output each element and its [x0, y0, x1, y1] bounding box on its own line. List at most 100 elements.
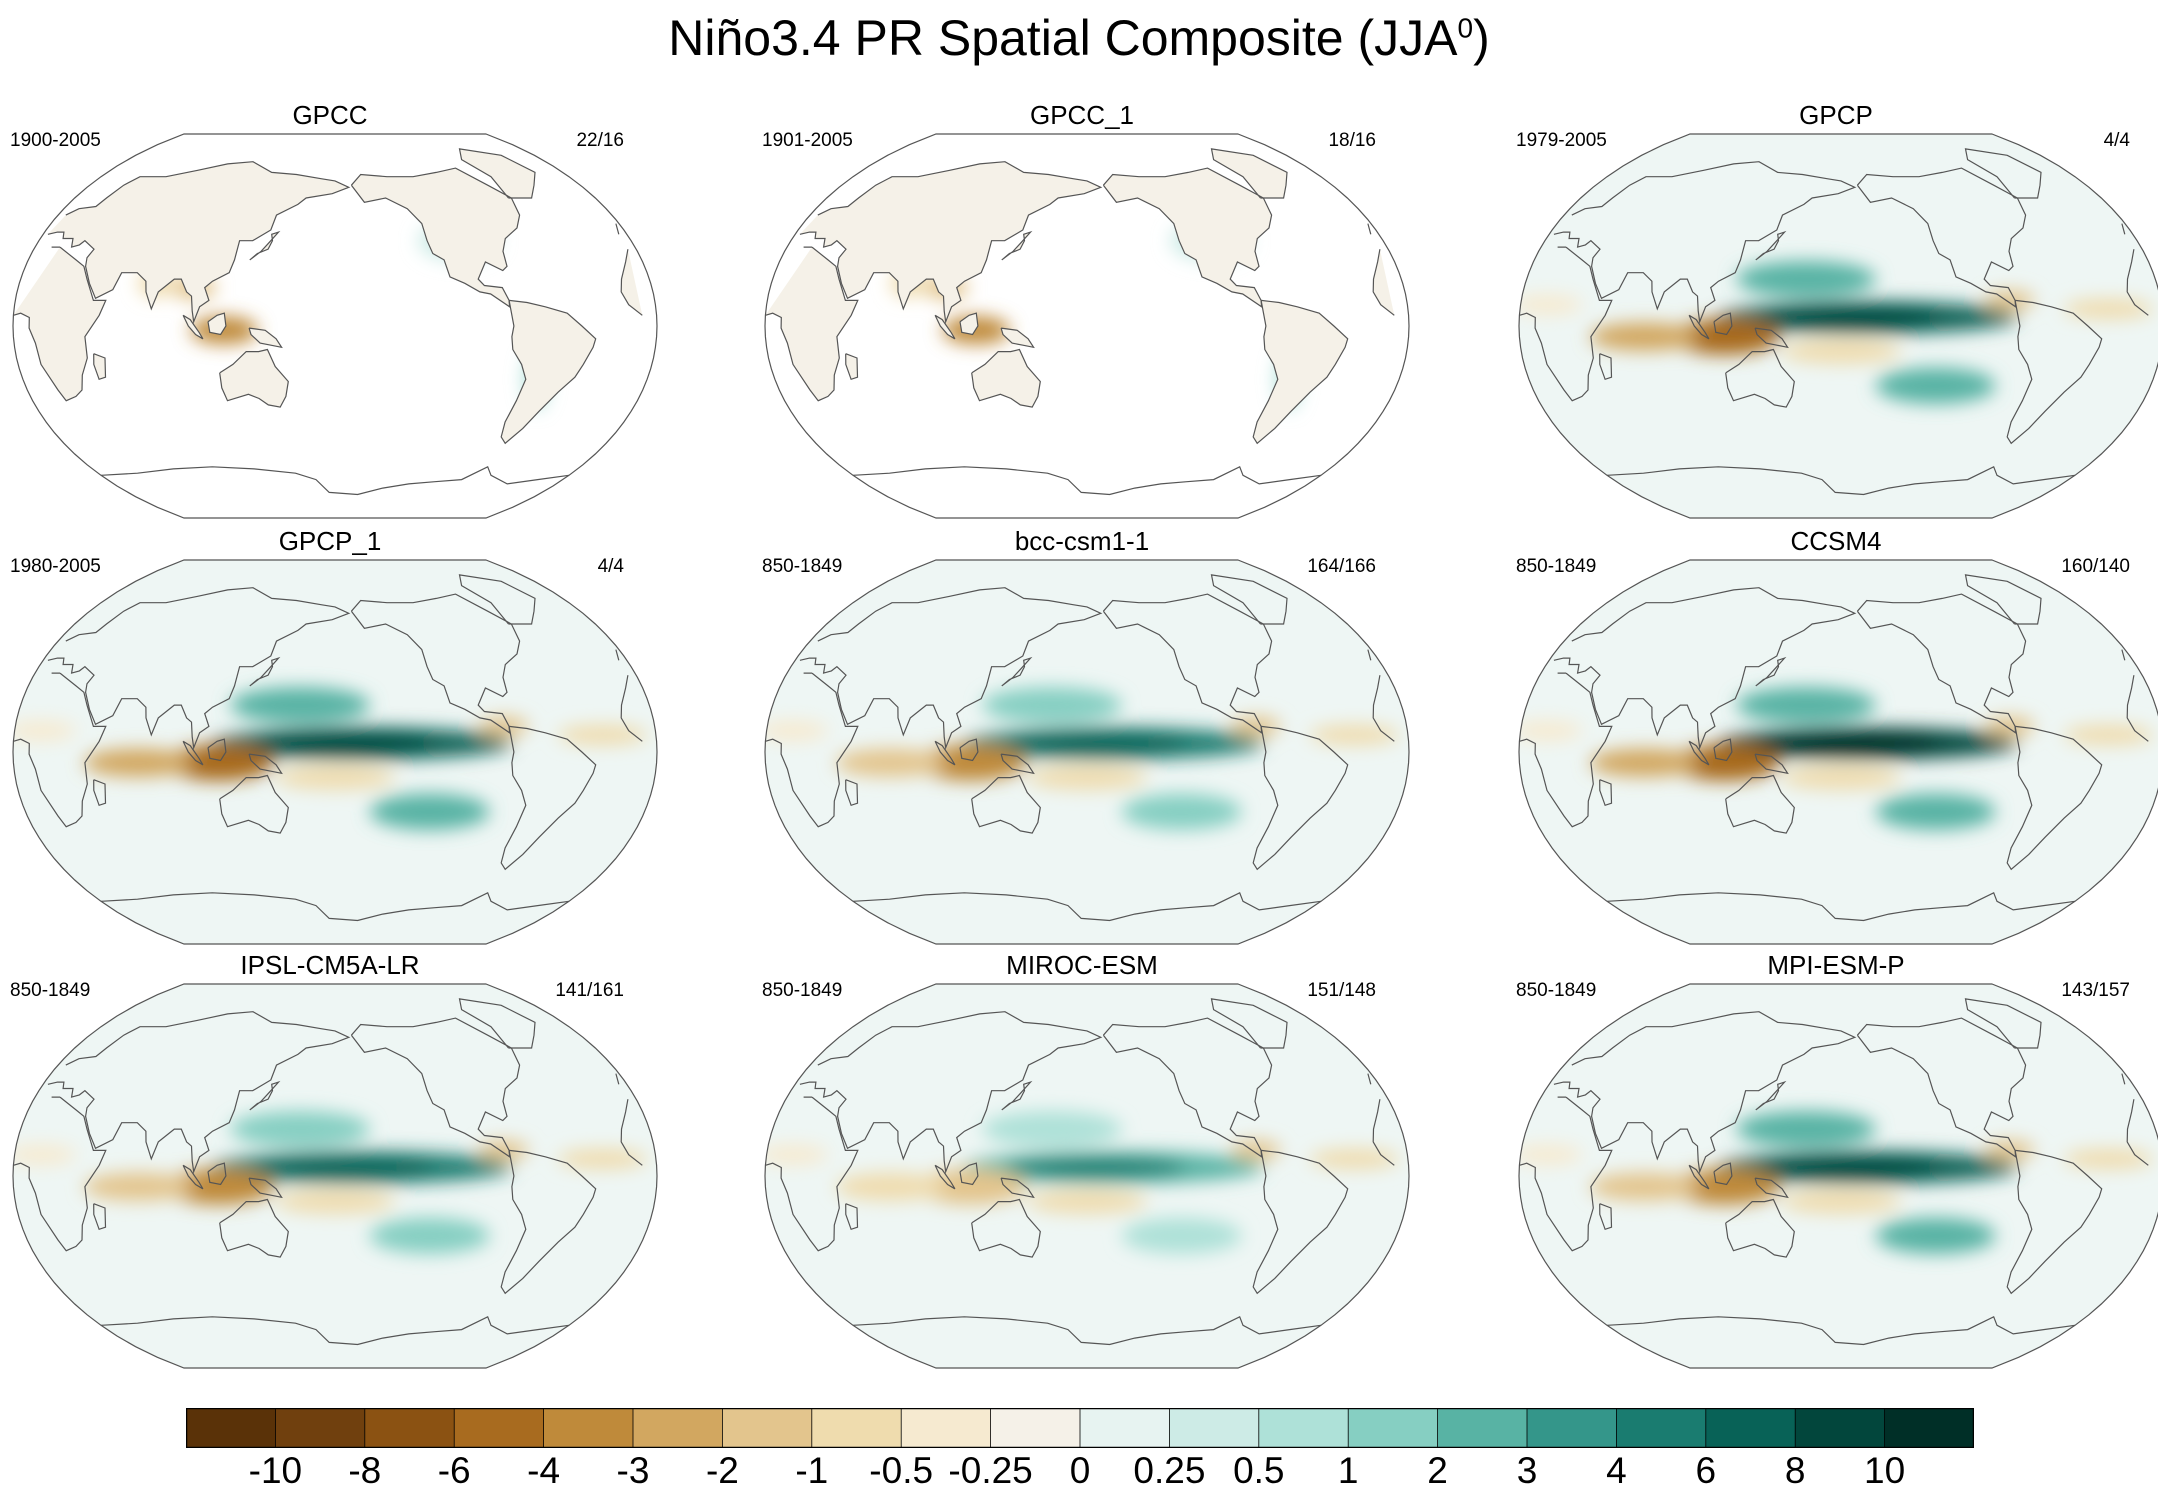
panel-period: 1979-2005: [1516, 130, 1607, 151]
map-panel: IPSL-CM5A-LR 850-1849 141/161: [0, 950, 660, 1370]
colorbar-segment: [1526, 1408, 1618, 1448]
south-pacific-wet-anomaly: [1875, 793, 1996, 830]
world-map: [764, 983, 1410, 1369]
south-pacific-wet-anomaly: [1875, 1217, 1996, 1254]
map-border: [12, 983, 658, 1369]
map-panel: CCSM4 850-1849 160/140: [1506, 526, 2158, 946]
north-pacific-wet-anomaly: [1736, 1111, 1877, 1148]
borneo-outline: [1713, 1162, 1733, 1186]
borneo-outline: [207, 312, 227, 336]
japan-outline: [249, 656, 281, 687]
eurasia-land: [799, 161, 1371, 322]
africa-outline: [13, 1096, 643, 1252]
eurasia-outline: [1553, 587, 2126, 751]
map-panel: MPI-ESM-P 850-1849 143/157: [1506, 950, 2158, 1370]
sumatra-outline: [934, 1164, 956, 1190]
central-pacific-wet-core: [1759, 307, 1940, 328]
japan-outline: [1001, 656, 1033, 687]
north-america-outline: [350, 167, 521, 308]
colorbar-tick-label: 0.5: [1233, 1450, 1285, 1491]
colorbar-tick-label: 0: [1069, 1450, 1091, 1491]
central-america-dry-anomaly: [1230, 716, 1281, 737]
world-map: [1518, 559, 2158, 945]
panel-period: 1901-2005: [762, 130, 853, 151]
south-pacific-wet-anomaly: [1121, 1217, 1242, 1254]
colorbar-segment: [900, 1408, 992, 1448]
colorbar-segment: [1794, 1408, 1886, 1448]
panel-period: 850-1849: [1516, 556, 1597, 577]
central-pacific-wet-core: [1005, 733, 1186, 754]
greenland-outline: [1210, 148, 1288, 199]
north-pacific-wet-anomaly: [230, 687, 371, 724]
central-pacific-wet-core: [253, 1157, 434, 1178]
south-pacific-wet-anomaly: [369, 1217, 490, 1254]
colorbar-segment: [1347, 1408, 1439, 1448]
north-america-outline: [1856, 1017, 2027, 1158]
sumatra-outline: [934, 740, 956, 766]
south-pacific-dry-anomaly: [1781, 765, 1901, 790]
antarctica-outline: [100, 465, 570, 496]
madagascar-outline: [93, 1203, 107, 1231]
japan-outline: [1001, 230, 1033, 261]
precip-anomaly-field: [765, 984, 1409, 1368]
africa-dry-anomaly: [1519, 294, 1583, 315]
colorbar-segment: [1437, 1408, 1528, 1448]
madagascar-land: [93, 353, 106, 380]
central-america-dry-anomaly: [1230, 1140, 1281, 1161]
colorbar-tick-label: 3: [1516, 1450, 1538, 1491]
maritime-continent-dry-anomaly: [163, 1168, 274, 1205]
central-america-dry-anomaly: [478, 716, 529, 737]
colorbar: [186, 1408, 1974, 1448]
atlantic-dry-anomaly: [2063, 724, 2154, 745]
madagascar-outline: [1599, 353, 1613, 381]
greenland-outline: [458, 574, 536, 625]
north-america-outline: [1102, 593, 1273, 734]
antarctica-outline: [1606, 891, 2076, 922]
borneo-land: [208, 313, 226, 335]
antarctica-outline: [100, 891, 570, 922]
new-guinea-outline: [248, 327, 283, 349]
africa-dry-anomaly: [765, 720, 829, 741]
south-pacific-dry-anomaly: [1027, 1189, 1147, 1214]
south-america-outline: [1252, 725, 1349, 871]
panel-title: bcc-csm1-1: [1014, 526, 1150, 556]
chart-title: Niño3.4 PR Spatial Composite (JJA0): [668, 10, 1490, 66]
world-map: [1518, 133, 2158, 519]
sumatra-outline: [182, 740, 204, 766]
africa-dry-anomaly: [765, 1144, 829, 1165]
map-border: [1518, 983, 2158, 1369]
north-america-outline: [1856, 593, 2027, 734]
south-america-outline: [500, 1149, 597, 1295]
africa-land: [13, 247, 643, 401]
north-pacific-wet-anomaly: [982, 1111, 1123, 1148]
panel-period: 1980-2005: [10, 556, 101, 577]
central-america-dry-anomaly: [1984, 1140, 2035, 1161]
japan-outline: [249, 1080, 281, 1111]
world-map: [12, 133, 658, 519]
precip-anomaly-field: [1519, 134, 2158, 518]
japan-outline: [1001, 1080, 1033, 1111]
borneo-land: [960, 313, 978, 335]
indian-ocean-dry-anomaly: [835, 1172, 946, 1201]
panel-period: 850-1849: [10, 980, 91, 1001]
africa-outline: [765, 1096, 1395, 1252]
colorbar-segment: [1884, 1408, 1974, 1448]
colorbar-segment: [632, 1408, 724, 1448]
australia-outline: [219, 348, 289, 408]
new-guinea-land: [1001, 328, 1034, 348]
north-america-land: [351, 168, 520, 307]
colorbar-tick-label: -4: [527, 1450, 561, 1491]
central-pacific-wet-core: [1759, 733, 1940, 754]
sumatra-outline: [182, 1164, 204, 1190]
map-panel: GPCP_1 1980-2005 4/4: [0, 526, 660, 946]
africa-outline: [13, 672, 643, 828]
colorbar-tick-label: 1: [1337, 1450, 1359, 1491]
world-map: [764, 559, 1410, 945]
colorbar-tick-label: 10: [1864, 1450, 1906, 1491]
colorbar-segment: [1169, 1408, 1260, 1448]
australia-land: [971, 349, 1041, 408]
south-pacific-dry-anomaly: [275, 765, 395, 790]
atlantic-dry-anomaly: [2063, 1148, 2154, 1169]
panel-title: GPCP_1: [278, 526, 382, 556]
sumatra-outline: [934, 314, 956, 340]
